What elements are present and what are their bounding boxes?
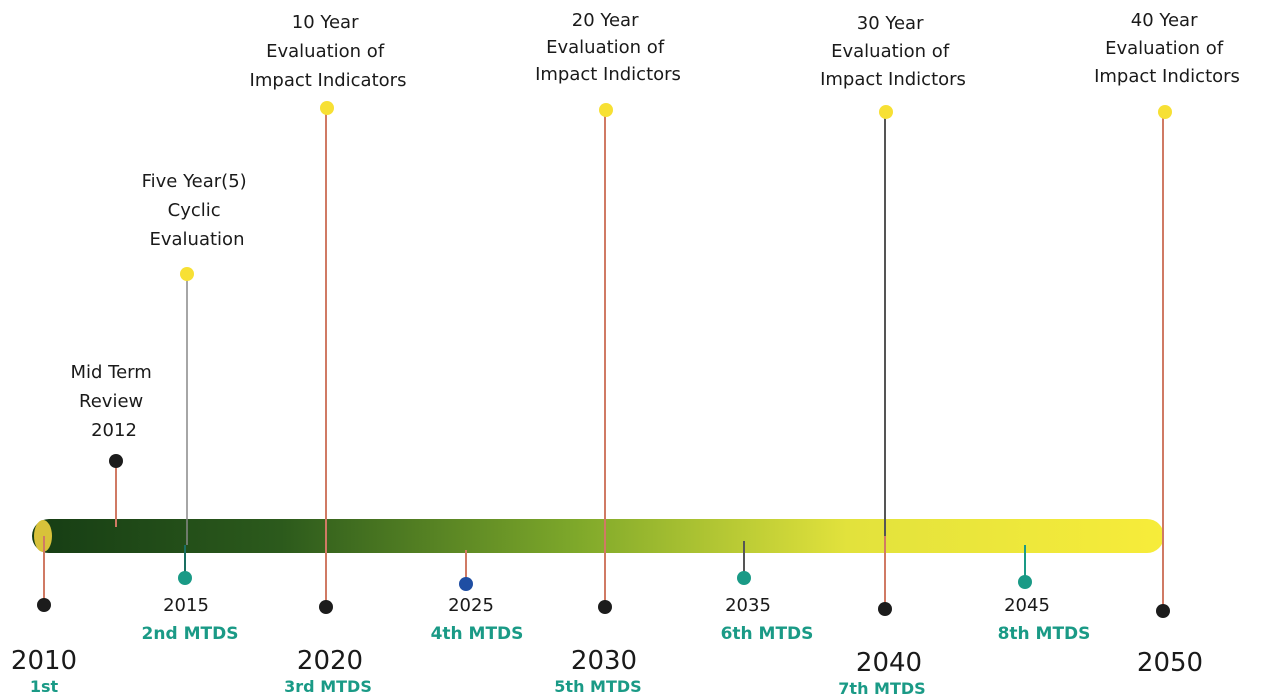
evaluation-dot [879,105,893,119]
evaluation-line: Impact Indictors [820,69,966,90]
mtds-dot [178,571,192,585]
tick-dot [1156,604,1170,618]
major-tick: 2030 5th MTDS [554,536,642,696]
evaluation-line: 10 Year [292,12,359,33]
tick-year: 2010 [11,646,77,676]
evaluation-line: Evaluation of [266,41,385,62]
evaluation-marker: 30 Year Evaluation of Impact Indictors [820,13,966,536]
mtds-markers: 2015 2nd MTDS 2025 4th MTDS 2035 6th MTD… [142,541,1091,644]
mid-term-line: 2012 [91,420,137,441]
evaluation-label: 10 Year Evaluation of Impact Indicators [250,12,407,91]
mtds-dot [737,571,751,585]
evaluation-label: 40 Year Evaluation of Impact Indictors [1094,10,1240,87]
evaluation-line: Evaluation of [831,41,950,62]
mtds-marker: 2045 8th MTDS [998,545,1091,644]
mtds-dot [459,577,473,591]
mid-term-line: Review [79,391,143,412]
major-tick: 2020 3rd MTDS [284,536,372,696]
mtds-year: 2025 [448,595,494,616]
mtds-year: 2015 [163,595,209,616]
mtds-dot [1018,575,1032,589]
evaluation-label: 20 Year Evaluation of Impact Indictors [535,10,681,85]
tick-dot [37,598,51,612]
evaluation-line: 20 Year [572,10,639,31]
mtds-label: 8th MTDS [998,624,1091,644]
evaluation-line: Evaluation of [546,37,665,58]
five-year-dot [180,267,194,281]
five-year-label: Five Year(5) Cyclic Evaluation [142,171,253,250]
mtds-year: 2035 [725,595,771,616]
mtds-marker: 2035 6th MTDS [721,541,814,644]
tick-label: 1st [30,677,59,696]
mtds-label: 2nd MTDS [142,624,239,644]
evaluation-dot [1158,105,1172,119]
mid-term-line: Mid Term [70,362,151,383]
tick-year: 2050 [1137,648,1203,678]
five-year-line: Evaluation [150,229,245,250]
evaluation-marker: 40 Year Evaluation of Impact Indictors [1094,10,1240,536]
evaluation-marker: 20 Year Evaluation of Impact Indictors [535,10,681,536]
timeline-bar [32,519,1164,553]
tick-label: 5th MTDS [554,677,641,696]
major-tick: 2050 [1137,536,1203,678]
major-tick: 2040 7th MTDS [838,536,926,698]
evaluation-marker: 10 Year Evaluation of Impact Indicators [250,12,407,536]
tick-dot [319,600,333,614]
tick-dot [878,602,892,616]
mid-term-dot [109,454,123,468]
evaluation-dot [599,103,613,117]
evaluation-line: Impact Indictors [1094,66,1240,87]
mid-term-review-marker: Mid Term Review 2012 [70,362,157,527]
evaluation-label: 30 Year Evaluation of Impact Indictors [820,13,966,90]
mtds-year: 2045 [1004,595,1050,616]
evaluation-line: Evaluation of [1105,38,1224,59]
major-tick: 2010 1st [11,536,77,696]
tick-year: 2040 [856,648,922,678]
evaluation-line: 30 Year [857,13,924,34]
mtds-label: 6th MTDS [721,624,814,644]
major-ticks: 2010 1st 2020 3rd MTDS 2030 5th MTDS 204… [11,536,1203,698]
tick-year: 2030 [571,646,637,676]
evaluation-line: 40 Year [1131,10,1198,31]
timeline-bar-body [32,519,1164,553]
tick-label: 3rd MTDS [284,677,372,696]
evaluation-line: Impact Indictors [535,64,681,85]
tick-year: 2020 [297,646,363,676]
five-year-evaluation-marker: Five Year(5) Cyclic Evaluation [142,171,253,545]
evaluation-dot [320,101,334,115]
evaluation-line: Impact Indicators [250,70,407,91]
mtds-marker: 2025 4th MTDS [431,550,524,644]
decade-evaluations: 10 Year Evaluation of Impact Indicators … [250,10,1240,536]
mid-term-label: Mid Term Review 2012 [70,362,157,441]
tick-dot [598,600,612,614]
five-year-line: Five Year(5) [142,171,247,192]
mtds-label: 4th MTDS [431,624,524,644]
tick-label: 7th MTDS [838,679,925,698]
five-year-line: Cyclic [168,200,221,221]
mtds-marker: 2015 2nd MTDS [142,545,239,644]
